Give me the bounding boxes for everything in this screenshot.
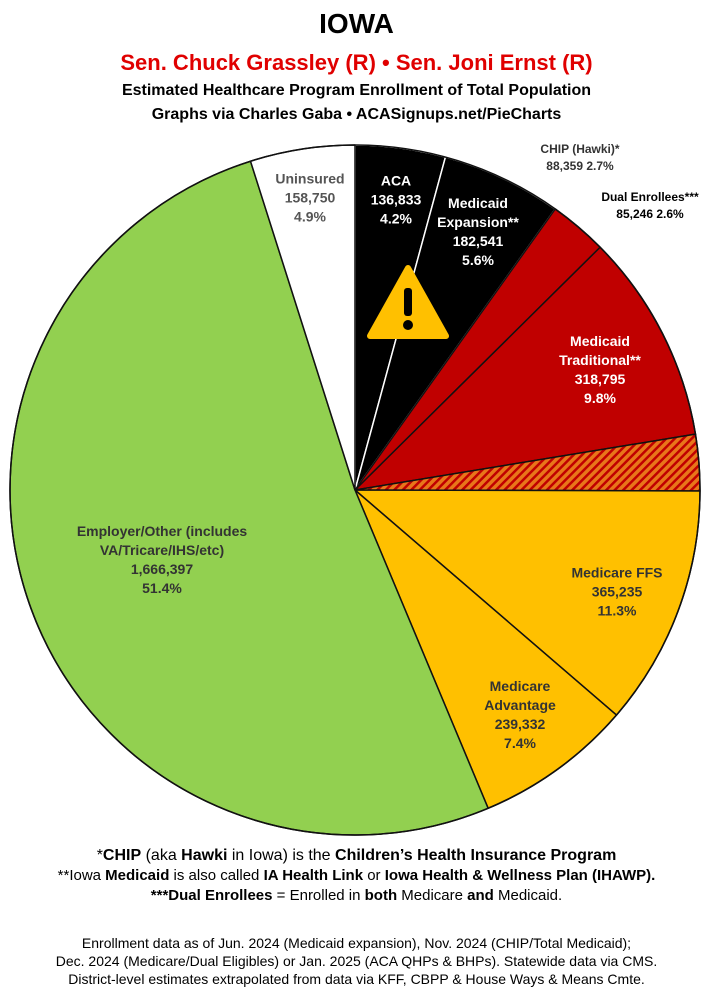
- slice-category: Uninsured: [275, 170, 345, 187]
- footnote-text: Medicare: [397, 887, 468, 904]
- footnote-text: both: [364, 887, 398, 904]
- chart-title: IOWA: [319, 8, 394, 39]
- footnote-text: Hawki: [181, 847, 228, 864]
- source-line: Enrollment data as of Jun. 2024 (Medicai…: [81, 935, 632, 951]
- slice-category: Dual Enrollees***: [601, 190, 699, 204]
- slice-values: 318,795 9.8%: [545, 370, 655, 408]
- slice-percent: 2.7%: [586, 159, 614, 173]
- footnote-text: is also called: [169, 867, 264, 884]
- slice-count: 1,666,397: [130, 561, 194, 577]
- slice-label: ACA 136,833 4.2%: [361, 172, 431, 229]
- footnote-text: in Iowa) is the: [227, 847, 336, 864]
- slice-percent: 4.9%: [294, 208, 326, 225]
- slice-count: 88,359: [546, 159, 583, 173]
- slice-count: 85,246: [616, 207, 653, 221]
- slice-category: Medicaid Expansion**: [437, 195, 519, 230]
- slice-count: 136,833: [370, 191, 422, 208]
- slice-percent: 7.4%: [504, 735, 536, 751]
- slice-percent: 11.3%: [597, 602, 637, 619]
- slice-values: 182,541 5.6%: [431, 232, 526, 270]
- footnotes: *CHIP (aka Hawki in Iowa) is the Childre…: [0, 846, 713, 906]
- slice-values: 88,359 2.7%: [510, 158, 650, 175]
- slice-values: 85,246 2.6%: [580, 206, 713, 223]
- footnote-text: or: [363, 867, 385, 884]
- footnote-text: (aka: [141, 847, 182, 864]
- footnote-text: Children’s Health Insurance Program: [335, 847, 617, 864]
- footnote-text: IA Health Link: [263, 867, 364, 884]
- warning-icon: [367, 265, 449, 339]
- slice-count: 239,332: [494, 716, 546, 732]
- slice-percent: 51.4%: [142, 580, 182, 596]
- slice-values: 136,833 4.2%: [361, 191, 431, 229]
- slice-category: ACA: [380, 172, 412, 189]
- slice-category: Medicare FFS: [571, 564, 663, 581]
- footnote-text: Medicaid: [105, 867, 170, 884]
- footnote-text: *: [96, 847, 103, 864]
- source-line: Dec. 2024 (Medicare/Dual Eligibles) or J…: [55, 953, 658, 969]
- source-line: District-level estimates extrapolated fr…: [68, 971, 645, 987]
- footnote-text: CHIP: [102, 847, 142, 864]
- slice-category: Medicaid Traditional**: [559, 333, 641, 368]
- slice-label: Medicare Advantage 239,332 7.4%: [473, 677, 568, 753]
- footnote-text: **Iowa: [57, 867, 106, 884]
- slice-percent: 4.2%: [380, 210, 412, 227]
- slice-label: Medicaid Traditional** 318,795 9.8%: [545, 332, 655, 408]
- footnote-text: = Enrolled in: [272, 887, 365, 904]
- chart-credit: Graphs via Charles Gaba • ACASignups.net…: [151, 106, 562, 123]
- slice-count: 318,795: [574, 371, 626, 387]
- footnote-text: Medicaid.: [493, 887, 563, 904]
- slice-label: Medicare FFS 365,235 11.3%: [557, 564, 677, 621]
- slice-values: 239,332 7.4%: [473, 715, 568, 753]
- slice-category: Employer/Other (includes VA/Tricare/IHS/…: [76, 523, 248, 558]
- slice-values: 365,235 11.3%: [557, 583, 677, 621]
- pie-outline: [9, 144, 701, 836]
- chart-caption: Estimated Healthcare Program Enrollment …: [121, 82, 592, 99]
- footnote-line: **Iowa Medicaid is also called IA Health…: [0, 866, 713, 886]
- footnote-line: ***Dual Enrollees = Enrolled in both Med…: [0, 886, 713, 906]
- slice-percent: 2.6%: [656, 207, 684, 221]
- slice-percent: 9.8%: [584, 390, 616, 406]
- slice-values: 1,666,397 51.4%: [42, 560, 282, 598]
- footnote-line: *CHIP (aka Hawki in Iowa) is the Childre…: [0, 846, 713, 866]
- slice-label: CHIP (Hawki)* 88,359 2.7%: [510, 141, 650, 175]
- footnote-text: ***Dual Enrollees: [150, 887, 273, 904]
- slice-category: Medicare Advantage: [484, 678, 556, 713]
- slice-category: CHIP (Hawki)*: [540, 142, 620, 156]
- slice-count: 158,750: [284, 189, 336, 206]
- footnote-text: Iowa Health & Wellness Plan (IHAWP).: [384, 867, 656, 884]
- slice-label: Medicaid Expansion** 182,541 5.6%: [431, 194, 526, 270]
- slice-label: Employer/Other (includes VA/Tricare/IHS/…: [42, 522, 282, 598]
- slice-count: 182,541: [452, 233, 504, 249]
- source-notes: Enrollment data as of Jun. 2024 (Medicai…: [0, 934, 713, 988]
- slice-values: 158,750 4.9%: [265, 189, 355, 227]
- footnote-text: and: [467, 887, 494, 904]
- slice-label: Dual Enrollees*** 85,246 2.6%: [580, 189, 713, 223]
- slice-count: 365,235: [591, 583, 643, 600]
- slice-label: Uninsured 158,750 4.9%: [265, 170, 355, 227]
- slice-percent: 5.6%: [462, 252, 494, 268]
- chart-subtitle: Sen. Chuck Grassley (R) • Sen. Joni Erns…: [120, 50, 593, 75]
